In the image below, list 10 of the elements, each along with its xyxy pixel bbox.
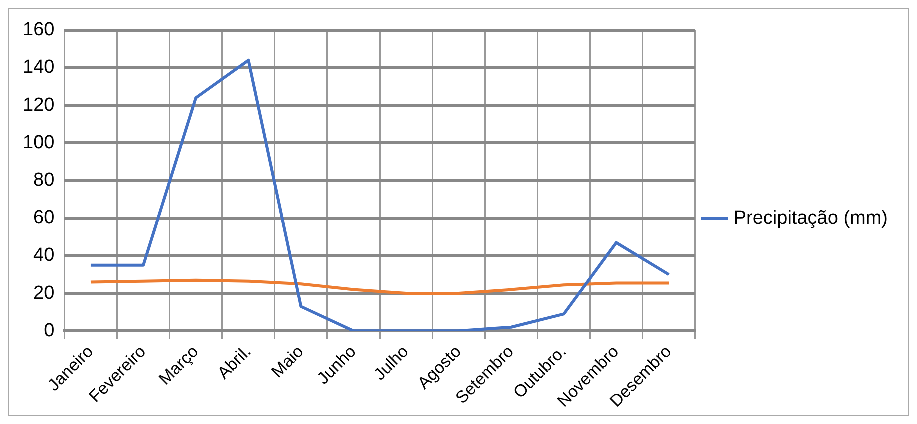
y-tick-label: 0 xyxy=(44,320,55,342)
legend-label: Precipitação (mm) xyxy=(734,208,888,230)
y-tick-label: 140 xyxy=(23,57,55,78)
y-tick-label: 20 xyxy=(34,282,55,304)
y-tick-label: 100 xyxy=(23,132,55,154)
y-tick-label: 60 xyxy=(34,208,55,229)
y-tick-label: 40 xyxy=(34,245,55,266)
y-tick-label: 80 xyxy=(34,170,55,191)
y-tick-label: 120 xyxy=(23,94,55,116)
y-tick-label: 160 xyxy=(23,20,55,41)
